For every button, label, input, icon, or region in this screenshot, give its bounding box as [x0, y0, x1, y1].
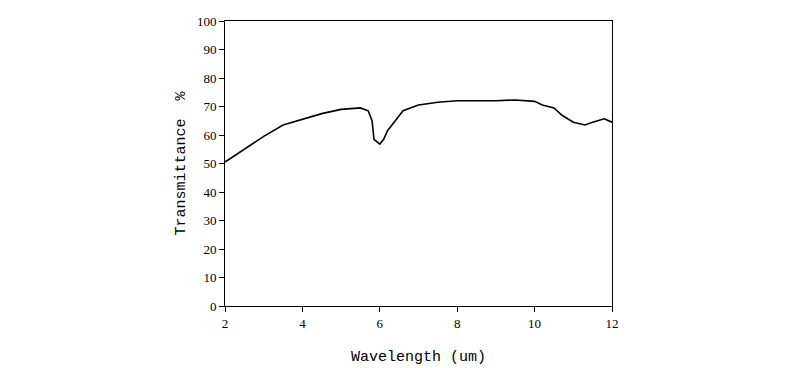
svg-text:Transmittance %: Transmittance %: [173, 90, 190, 235]
svg-text:40: 40: [203, 185, 216, 200]
svg-text:10: 10: [203, 270, 216, 285]
svg-text:4: 4: [299, 316, 306, 331]
svg-text:Wavelength (um): Wavelength (um): [351, 349, 486, 366]
svg-text:60: 60: [203, 128, 216, 143]
svg-text:30: 30: [203, 213, 216, 228]
svg-text:100: 100: [197, 14, 217, 29]
svg-text:70: 70: [203, 99, 216, 114]
svg-text:12: 12: [606, 316, 619, 331]
svg-text:20: 20: [203, 242, 216, 257]
svg-text:8: 8: [454, 316, 461, 331]
svg-text:0: 0: [210, 299, 217, 314]
svg-text:50: 50: [203, 156, 216, 171]
svg-text:6: 6: [377, 316, 384, 331]
svg-text:80: 80: [203, 71, 216, 86]
svg-text:10: 10: [528, 316, 541, 331]
svg-text:2: 2: [222, 316, 229, 331]
svg-text:90: 90: [203, 42, 216, 57]
